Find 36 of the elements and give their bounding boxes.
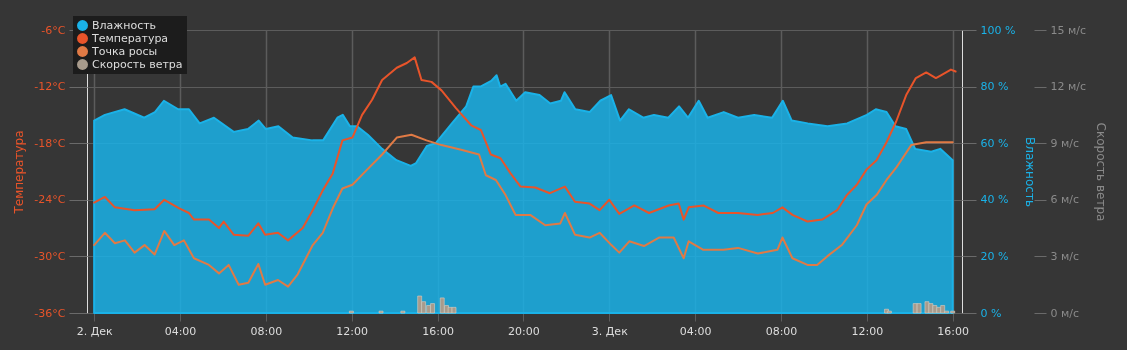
y-tick-label: -6°C (41, 23, 66, 37)
x-tick-label: 2. Дек (76, 324, 113, 338)
x-tick-label: 12:00 (336, 324, 369, 338)
y2-tick-label: 100 % (980, 23, 1016, 37)
y-tick-label: -12°C (34, 80, 66, 94)
y3-tick-label: 9 м/с (1050, 136, 1080, 150)
y3-tick-label: 3 м/с (1050, 249, 1080, 263)
y-tick-label: -18°C (34, 136, 66, 150)
legend-label: Температура (91, 31, 169, 45)
y-tick-label: -36°C (34, 306, 66, 320)
y3-tick-label: 15 м/с (1050, 23, 1087, 37)
y2-tick-label: 80 % (980, 80, 1009, 94)
x-tick-label: 08:00 (765, 324, 798, 338)
y2-axis-title: Влажность (1023, 137, 1038, 207)
y2-tick-label: 0 % (980, 306, 1002, 320)
y3-tick-label: 0 м/с (1050, 306, 1080, 320)
legend-label: Влажность (92, 18, 157, 32)
x-tick-label: 16:00 (422, 324, 454, 338)
legend-label: Скорость ветра (92, 57, 183, 71)
x-tick-label: 16:00 (937, 324, 970, 338)
x-tick-label: 20:00 (508, 324, 540, 338)
y-axis-title: Температура (12, 130, 27, 215)
x-tick-label: 12:00 (851, 324, 884, 338)
y3-axis-title: Скорость ветра (1094, 122, 1109, 222)
y3-tick-label: 12 м/с (1050, 80, 1087, 94)
x-tick-label: 04:00 (164, 324, 197, 338)
y-tick-label: -24°C (34, 193, 66, 207)
y2-tick-label: 60 % (980, 136, 1009, 150)
y2-tick-label: 40 % (980, 193, 1009, 207)
x-tick-label: 3. Дек (591, 324, 629, 338)
y-tick-label: -30°C (34, 249, 66, 263)
x-tick-label: 08:00 (250, 324, 283, 338)
legend-label: Точка росы (91, 44, 158, 58)
y2-tick-label: 20 % (980, 249, 1009, 263)
y3-tick-label: 6 м/с (1050, 193, 1080, 207)
x-tick-label: 04:00 (679, 324, 712, 338)
